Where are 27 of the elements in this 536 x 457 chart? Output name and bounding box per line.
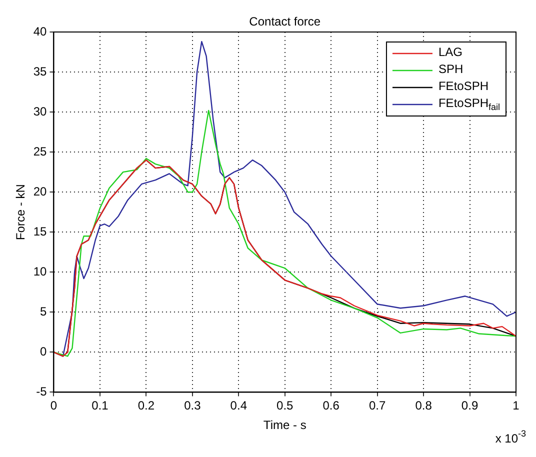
y-tick-label: -5 [36, 384, 48, 399]
x-tick-label: 0.6 [322, 398, 340, 413]
y-tick-label: 40 [33, 24, 48, 38]
y-axis-title: Force - kN [14, 184, 28, 240]
legend-label: LAG [438, 44, 462, 59]
y-tick-label: 25 [33, 144, 48, 158]
y-tick-label: 30 [33, 104, 48, 118]
x-axis-title: Time - s [263, 418, 306, 432]
x-tick-label: 0.9 [461, 398, 478, 413]
x-tick-label: 0.5 [276, 398, 294, 413]
x-tick-label: 0.7 [368, 398, 386, 413]
legend-label: SPH [438, 62, 464, 76]
x-tick-label: 0.1 [92, 398, 109, 413]
x-tick-label: 1 [512, 398, 520, 413]
x-tick-label: 0 [50, 398, 58, 413]
x-tick-label: 0.4 [230, 398, 248, 413]
y-tick-label: 10 [33, 264, 48, 278]
x-tick-label: 0.2 [138, 398, 155, 413]
y-tick-label: 15 [33, 224, 48, 238]
y-tick-label: 5 [40, 304, 48, 318]
chart-title: Contact force [249, 14, 321, 28]
y-tick-label: 0 [40, 344, 48, 358]
x-tick-label: 0.8 [415, 398, 432, 413]
x-tick-label: 0.3 [184, 398, 202, 413]
legend-label: FEtoSPH [438, 78, 488, 93]
y-tick-label: 35 [33, 64, 48, 78]
y-tick-label: 20 [33, 184, 48, 198]
